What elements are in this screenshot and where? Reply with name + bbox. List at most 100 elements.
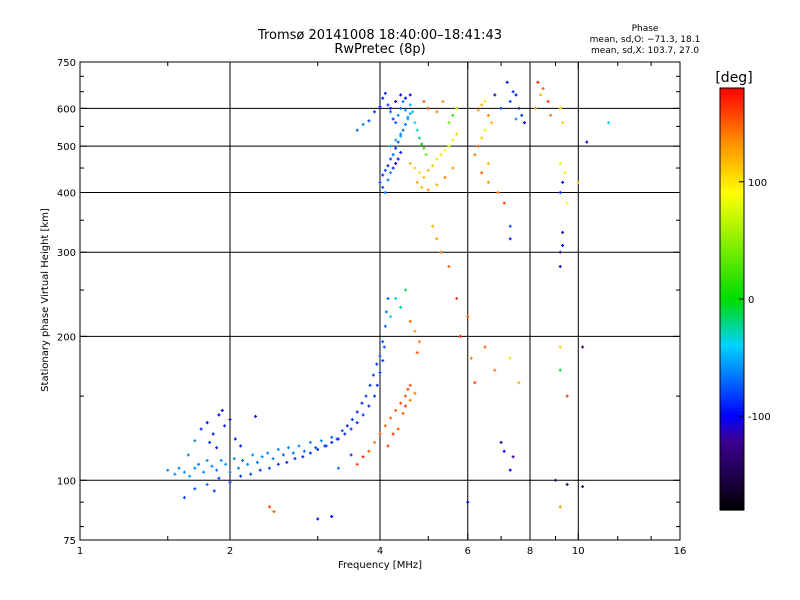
- colorbar-segment: [720, 327, 744, 332]
- colorbar-segment: [720, 133, 744, 138]
- data-point: [223, 424, 227, 428]
- data-point: [505, 80, 509, 84]
- data-point: [408, 161, 412, 165]
- colorbar-segment: [720, 98, 744, 103]
- data-point: [378, 180, 382, 184]
- data-point: [493, 93, 497, 97]
- data-point: [188, 474, 192, 478]
- data-point: [558, 250, 562, 254]
- data-point: [490, 121, 494, 125]
- data-point: [217, 413, 221, 417]
- data-point: [426, 188, 430, 192]
- data-point: [286, 446, 290, 450]
- colorbar-segment: [720, 485, 744, 490]
- data-point: [386, 164, 390, 168]
- data-point: [483, 345, 487, 349]
- data-point: [228, 418, 232, 422]
- data-point: [508, 468, 512, 472]
- colorbar-segment: [720, 249, 744, 254]
- data-point: [480, 136, 484, 140]
- data-point: [558, 345, 562, 349]
- colorbar-segment: [720, 193, 744, 198]
- data-point: [508, 224, 512, 228]
- data-point: [166, 468, 170, 472]
- colorbar-segment: [720, 376, 744, 381]
- data-point: [415, 351, 419, 355]
- data-point: [451, 113, 455, 117]
- data-point: [215, 468, 219, 472]
- data-point: [396, 140, 400, 144]
- data-point: [413, 121, 417, 125]
- colorbar-segment: [720, 446, 744, 451]
- colorbar-segment: [720, 186, 744, 191]
- data-point: [378, 354, 382, 358]
- colorbar-segment: [720, 474, 744, 479]
- colorbar-segment: [720, 365, 744, 370]
- data-point: [330, 435, 334, 439]
- colorbar-segment: [720, 256, 744, 261]
- data-point: [576, 180, 580, 184]
- data-point: [361, 455, 365, 459]
- data-point: [212, 489, 216, 493]
- data-point: [399, 401, 403, 405]
- colorbar-segment: [720, 386, 744, 392]
- data-point: [378, 371, 382, 375]
- colorbar-segment: [720, 130, 744, 135]
- colorbar-segment: [720, 313, 744, 318]
- data-point: [413, 329, 417, 333]
- colorbar-segment: [720, 471, 744, 476]
- data-point: [381, 173, 385, 177]
- data-point: [386, 103, 390, 107]
- data-point: [199, 427, 203, 431]
- data-point: [381, 185, 385, 189]
- colorbar-segment: [720, 436, 744, 441]
- data-point: [367, 404, 371, 408]
- colorbar-segment: [720, 481, 744, 486]
- y-tick-label: 200: [57, 332, 76, 343]
- data-point: [205, 421, 209, 425]
- data-point: [403, 96, 407, 100]
- data-point: [558, 505, 562, 509]
- colorbar-segment: [720, 267, 744, 272]
- x-axis-label: Frequency [MHz]: [338, 560, 422, 571]
- data-point: [424, 153, 428, 157]
- colorbar-segment: [720, 116, 744, 121]
- colorbar-segment: [720, 291, 744, 297]
- x-tick-label: 8: [527, 546, 533, 557]
- data-point: [451, 166, 455, 170]
- data-point: [426, 106, 430, 110]
- data-point: [431, 164, 435, 168]
- x-tick-label: 4: [377, 546, 383, 557]
- colorbar-segment: [720, 492, 744, 497]
- x-tick-label: 16: [674, 546, 687, 557]
- colorbar-segment: [720, 253, 744, 258]
- colorbar-segment: [720, 175, 744, 181]
- colorbar-segment: [720, 140, 744, 145]
- data-point: [493, 368, 497, 372]
- colorbar-segment: [720, 270, 744, 275]
- data-point: [193, 439, 197, 443]
- colorbar-segment: [720, 408, 744, 413]
- data-point: [241, 458, 245, 462]
- y-tick-label: 750: [57, 58, 76, 69]
- x-tick-label: 10: [572, 546, 585, 557]
- data-point: [514, 93, 518, 97]
- data-point: [314, 446, 318, 450]
- data-point: [182, 470, 186, 474]
- data-point: [502, 201, 506, 205]
- data-point: [443, 175, 447, 179]
- data-point: [355, 421, 359, 425]
- data-point: [607, 121, 611, 125]
- data-point: [511, 90, 515, 94]
- colorbar-segment: [720, 197, 744, 202]
- colorbar-segment: [720, 158, 744, 163]
- data-point: [219, 458, 223, 462]
- data-point: [415, 180, 419, 184]
- data-point: [408, 93, 412, 97]
- data-point: [469, 356, 473, 360]
- colorbar-segment: [720, 404, 744, 409]
- data-point: [373, 394, 377, 398]
- data-point: [455, 132, 459, 136]
- colorbar-segment: [720, 207, 744, 212]
- data-point: [441, 100, 445, 104]
